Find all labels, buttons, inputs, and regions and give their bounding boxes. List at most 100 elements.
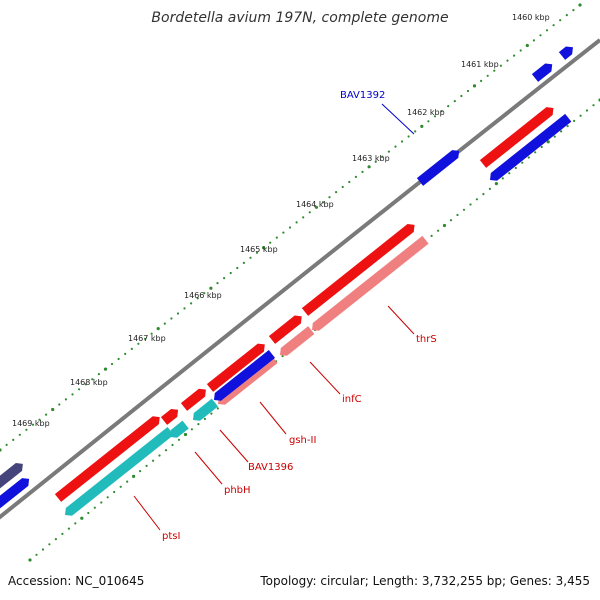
tick-mark bbox=[269, 241, 272, 244]
tick-mark bbox=[25, 428, 28, 431]
tick-mark bbox=[137, 342, 140, 345]
tick-mark bbox=[216, 282, 219, 285]
tick-mark bbox=[41, 548, 45, 551]
tick-mark bbox=[58, 403, 61, 406]
tick-mark bbox=[5, 443, 8, 446]
tick-label: 1462 kbp bbox=[407, 108, 445, 117]
rna-feature-thrS bbox=[312, 235, 429, 331]
tick-mark bbox=[38, 418, 41, 421]
tick-mark bbox=[539, 34, 542, 37]
tick-mark bbox=[139, 470, 142, 473]
tick-mark bbox=[170, 317, 173, 320]
tick-mark bbox=[578, 3, 582, 7]
genome-summary-text: Topology: circular; Length: 3,732,255 bp… bbox=[260, 574, 590, 588]
tick-mark bbox=[513, 54, 516, 57]
rna-feature bbox=[170, 420, 189, 438]
cds-feature bbox=[490, 113, 572, 181]
tick-mark bbox=[328, 196, 331, 199]
tick-mark bbox=[177, 438, 181, 441]
tick-mark bbox=[100, 501, 103, 504]
tick-mark bbox=[113, 490, 116, 494]
tick-mark bbox=[553, 135, 556, 138]
tick-mark bbox=[67, 527, 70, 530]
tick-mark bbox=[35, 553, 38, 556]
tick-mark bbox=[374, 160, 377, 163]
tick-mark bbox=[197, 423, 200, 426]
tick-mark bbox=[361, 170, 364, 173]
tick-mark bbox=[295, 221, 298, 224]
tick-mark bbox=[156, 327, 160, 331]
tick-mark bbox=[433, 115, 437, 118]
tick-mark bbox=[466, 89, 470, 93]
cds-feature bbox=[0, 478, 30, 514]
tick-mark bbox=[480, 79, 483, 82]
tick-mark bbox=[48, 543, 51, 546]
tick-mark bbox=[210, 412, 213, 415]
tick-label: 1466 kbp bbox=[184, 291, 222, 300]
tick-mark bbox=[456, 213, 459, 217]
tick-mark bbox=[508, 172, 511, 175]
gene-leader-line bbox=[309, 361, 341, 395]
tick-mark bbox=[532, 39, 536, 42]
tick-mark bbox=[183, 432, 188, 437]
tick-mark bbox=[288, 226, 292, 229]
tick-mark bbox=[80, 516, 84, 520]
tick-mark bbox=[163, 322, 166, 325]
tick-mark bbox=[506, 59, 509, 62]
tick-mark bbox=[573, 119, 576, 122]
tick-mark bbox=[475, 198, 478, 201]
cds-feature bbox=[160, 408, 179, 425]
tick-mark bbox=[282, 231, 285, 234]
tick-mark bbox=[394, 145, 397, 148]
tick-mark bbox=[196, 297, 199, 300]
gene-label: ptsI bbox=[162, 531, 180, 542]
tick-mark bbox=[482, 193, 485, 196]
cds-feature-bav1392 bbox=[416, 150, 460, 186]
tick-mark bbox=[579, 114, 582, 117]
tick-mark bbox=[592, 104, 595, 107]
tick-mark bbox=[176, 312, 180, 315]
cds-feature-infC bbox=[268, 315, 302, 344]
tick-mark bbox=[45, 413, 48, 416]
tick-mark bbox=[106, 496, 109, 499]
tick-mark bbox=[486, 74, 489, 77]
tick-mark bbox=[74, 522, 77, 525]
tick-mark bbox=[164, 449, 168, 452]
cds-feature bbox=[479, 107, 554, 168]
outer-tick-track bbox=[0, 3, 582, 452]
tick-mark bbox=[216, 407, 219, 410]
tick-mark bbox=[281, 355, 284, 358]
gene-label-group: BAV1392 thrS infC gsh-II BAV1396 phbH ptsI bbox=[133, 90, 437, 542]
gene-leader-line bbox=[133, 495, 161, 531]
tick-mark bbox=[341, 185, 344, 189]
tick-mark bbox=[0, 448, 2, 452]
tick-mark bbox=[519, 49, 522, 52]
gene-label: phbH bbox=[224, 485, 251, 496]
cds-feature bbox=[531, 63, 553, 82]
tick-mark bbox=[447, 105, 450, 108]
tick-mark bbox=[321, 201, 325, 204]
genome-backbone bbox=[0, 38, 600, 520]
cds-feature-thrS bbox=[301, 224, 415, 316]
cds-feature-gsh-ii bbox=[214, 350, 276, 401]
tick-mark bbox=[132, 474, 136, 478]
tick-mark bbox=[559, 19, 562, 22]
gene-label: gsh-II bbox=[289, 435, 316, 446]
tick-mark bbox=[572, 9, 575, 12]
tick-mark bbox=[462, 208, 466, 211]
tick-mark bbox=[78, 388, 81, 391]
tick-mark bbox=[71, 393, 74, 396]
tick-mark bbox=[585, 109, 589, 112]
cds-feature-phbH bbox=[54, 416, 160, 502]
tick-label: 1465 kbp bbox=[240, 245, 278, 254]
cds-feature bbox=[0, 463, 23, 494]
tick-mark bbox=[545, 29, 549, 32]
map-title: Bordetella avium 197N, complete genome bbox=[151, 10, 449, 26]
tick-mark bbox=[354, 175, 357, 178]
tick-mark bbox=[472, 84, 477, 88]
cds-feature-gsh-ii bbox=[206, 343, 265, 392]
tick-mark bbox=[527, 156, 530, 159]
tick-mark bbox=[31, 423, 35, 426]
tick-mark bbox=[308, 211, 311, 214]
